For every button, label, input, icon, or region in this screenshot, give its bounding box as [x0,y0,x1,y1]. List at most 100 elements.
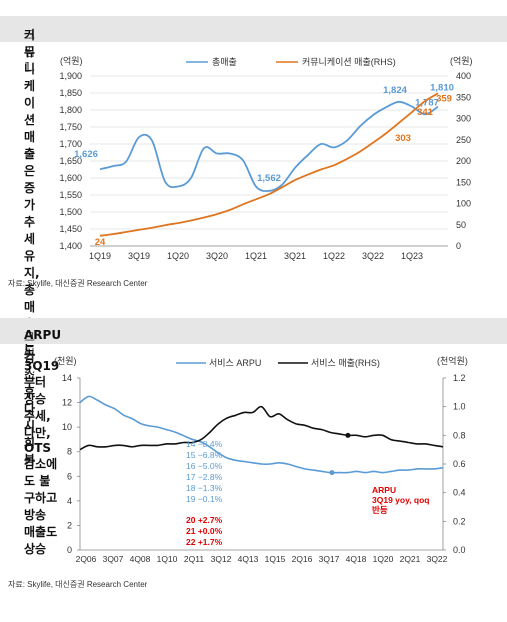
y-right-tick-label: 1.2 [453,373,466,383]
x-tick-label: 2Q11 [184,554,204,564]
x-tick-label: 1Q21 [245,251,267,261]
y-left-tick-label: 4 [67,496,72,506]
y-right-tick-label: 400 [456,71,471,81]
x-tick-label: 1Q15 [265,554,286,564]
x-tick-label: 1Q22 [323,251,345,261]
y-left-tick-label: 1,600 [59,173,82,183]
y-right-tick-label: 0.2 [453,516,466,526]
x-tick-label: 1Q19 [89,251,111,261]
y-left-tick-label: 1,700 [59,139,82,149]
x-tick-label: 1Q10 [157,554,178,564]
x-tick-label: 3Q19 [128,251,150,261]
data-label: 303 [395,133,411,144]
y-left-tick-label: 12 [62,398,72,408]
y-left-tick-label: 1,850 [59,88,82,98]
x-tick-label: 4Q08 [130,554,151,564]
figure2-source: 자료: Skylife, 대신증권 Research Center [8,580,148,589]
x-tick-label: 3Q20 [206,251,228,261]
yoy-label-blue: 18 −1.3% [186,483,223,493]
x-tick-label: 2Q21 [400,554,421,564]
y-left-tick-label: 0 [67,545,72,555]
y-left-tick-label: 14 [62,373,72,383]
y-left-tick-label: 10 [62,422,72,432]
yoy-label-blue: 19 −0.1% [186,494,223,504]
yoy-label-blue: 17 −2.8% [186,472,223,482]
y-left-tick-label: 1,750 [59,122,82,132]
x-tick-label: 1Q20 [167,251,189,261]
yoy-label-red: 20 +2.7% [186,515,223,525]
y-left-tick-label: 6 [67,471,72,481]
yoy-label-red: 22 +1.7% [186,537,223,547]
y-right-tick-label: 0 [456,241,461,251]
x-tick-label: 3Q12 [211,554,232,564]
y-left-tick-label: 8 [67,447,72,457]
y-right-tick-label: 0.6 [453,459,466,469]
x-tick-label: 3Q22 [427,554,448,564]
x-tick-label: 2Q06 [76,554,97,564]
data-label: 24 [95,237,106,248]
data-label: 359 [436,93,452,104]
y-left-tick-label: 1,500 [59,207,82,217]
y-right-tick-label: 300 [456,114,471,124]
arpu-marker [329,470,335,476]
y-right-tick-label: 350 [456,92,471,102]
legend-label: 총매출 [212,57,237,67]
chart2: 0 2 4 6 8 10 12 14 0.0 0.2 0.4 0.6 0.8 1.0 1.2 (천원) (천억원… [54,355,468,564]
y-right-tick-label: 0.8 [453,430,466,440]
legend-label: 서비스 매출(RHS) [311,358,380,368]
x-tick-label: 4Q13 [238,554,259,564]
x-tick-label: 3Q17 [319,554,340,564]
x-tick-label: 1Q20 [373,554,394,564]
figure1-title-bar: 그림 1. 커뮤니케이션 매출은 증가 추세 유지, 총매출은 감소 후 다시 … [0,16,507,467]
chart1: 1,400 1,450 1,500 1,550 1,600 1,650 1,700 1,750… [59,55,473,261]
legend-label: 서비스 ARPU [209,358,261,368]
y-left-tick-label: 1,650 [59,156,82,166]
y-right-tick-label: 150 [456,177,471,187]
y-left-tick-label: 2 [67,520,72,530]
y-left-tick-label: 1,900 [59,71,82,81]
yoy-label-blue: 15 −6.8% [186,450,223,460]
x-tick-label: 2Q16 [292,554,313,564]
data-label: 1,824 [383,85,407,96]
y-right-unit: (억원) [450,55,473,66]
yoy-label-blue: 14 −8.4% [186,439,223,449]
data-label: 1,562 [257,173,281,184]
x-tick-label: 3Q07 [103,554,124,564]
y-left-unit: (천원) [54,356,77,366]
y-right-tick-label: 50 [456,220,466,230]
figure1-title: 그림 1. 커뮤니케이션 매출은 증가 추세 유지, 총매출은 감소 후 다시 … [24,28,40,467]
data-label: 1,810 [430,83,454,94]
revenue-marker [345,432,351,438]
y-left-unit: (억원) [60,55,83,66]
y-left-tick-label: 1,450 [59,224,82,234]
y-left-tick-label: 1,800 [59,105,82,115]
y-left-tick-label: 1,550 [59,190,82,200]
x-tick-label: 3Q21 [284,251,306,261]
series-line-service-revenue [79,405,444,451]
data-label: 1,626 [74,149,98,160]
y-right-tick-label: 0.4 [453,488,466,498]
data-label: 341 [417,107,434,118]
series-line-service-arpu [79,395,444,474]
arpu-rebound-note: 반등 [372,505,388,515]
legend-label: 커뮤니케이션 매출(RHS) [302,57,396,67]
y-right-tick-label: 250 [456,135,471,145]
yoy-label-red: 21 +0.0% [186,526,223,536]
yoy-label-blue: 16 −5.0% [186,461,223,471]
y-left-tick-label: 1,400 [59,241,82,251]
y-right-tick-label: 100 [456,199,471,209]
figure2-title-bar: 그림 2. ARPU 도 3Q19 부터 상승 추세, 다만, OTS 감소에도… [0,318,507,556]
series-line-total-revenue [99,100,439,192]
figure2-title: 그림 2. ARPU 도 3Q19 부터 상승 추세, 다만, OTS 감소에도… [24,328,62,556]
data-label: 1,787 [415,97,439,108]
x-tick-label: 4Q18 [346,554,367,564]
arpu-rebound-note: ARPU [372,485,396,495]
x-tick-label: 1Q23 [401,251,423,261]
arpu-rebound-note: 3Q19 yoy, qoq [372,495,429,505]
y-right-tick-label: 1.0 [453,402,466,412]
figure1-source: 자료: Skylife, 대신증권 Research Center [8,279,148,288]
y-right-unit: (천억원) [437,355,468,366]
series-line-communication-revenue [99,92,439,237]
x-tick-label: 3Q22 [362,251,384,261]
y-right-tick-label: 0.0 [453,545,466,555]
